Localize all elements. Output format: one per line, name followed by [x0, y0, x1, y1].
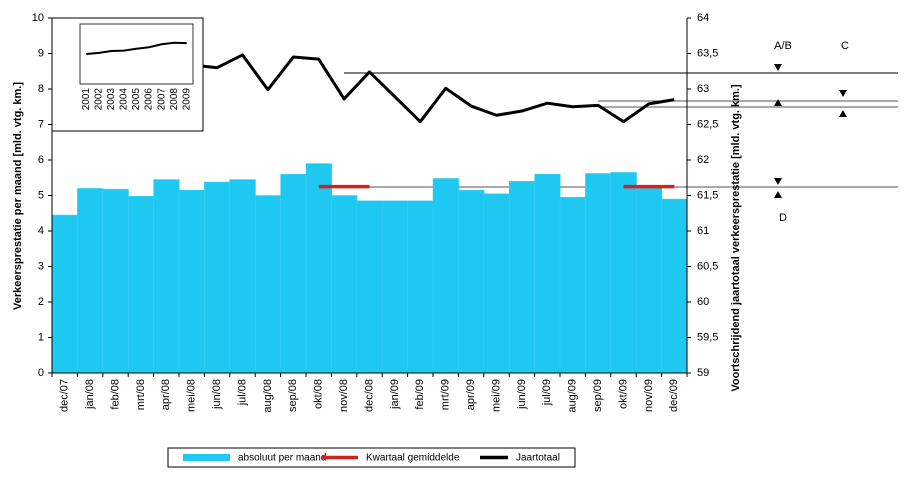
bar [229, 179, 256, 374]
bar [559, 197, 586, 374]
y-tick-label: 8 [38, 83, 44, 95]
y-tick-label: 3 [38, 260, 44, 272]
annotation: C [841, 40, 849, 52]
legend-label: Kwartaal gemiddelde [366, 453, 460, 464]
y2-tick-label: 60 [697, 296, 709, 308]
y2-tick-label: 61,5 [697, 189, 718, 201]
y2-tick-label: 62 [697, 154, 709, 166]
y2-tick-label: 62,5 [697, 118, 718, 130]
y2-tick-label: 63 [697, 83, 709, 95]
y-tick-label: 1 [38, 331, 44, 343]
inset-x-label: 2001 [81, 88, 92, 111]
bar [280, 173, 307, 374]
x-tick-label: jul/08 [236, 379, 248, 406]
y2-tick-label: 59,5 [697, 331, 718, 343]
y2-tick-label: 64 [697, 12, 709, 24]
bar [305, 163, 332, 374]
x-tick-label: dec/07 [59, 379, 71, 412]
y2-tick-label: 63,5 [697, 47, 718, 59]
bar [635, 186, 663, 374]
inset-line [86, 41, 187, 55]
bar [483, 193, 510, 374]
y2-tick-label: 61 [697, 225, 709, 237]
x-tick-label: sep/08 [287, 379, 299, 412]
inset-x-label: 2003 [106, 88, 117, 111]
inset-frame [51, 17, 204, 132]
bar [254, 195, 282, 374]
bar [102, 188, 129, 374]
bar [127, 195, 155, 374]
y-tick-label: 5 [38, 189, 44, 201]
bar [331, 195, 358, 374]
inset-x-label: 2004 [119, 88, 130, 111]
inset-x-label: 2005 [131, 88, 142, 111]
x-tick-label: mrt/09 [440, 379, 452, 410]
y-axis-label: Verkeersprestatie per maand [mld. vtg. k… [12, 82, 24, 310]
bar [381, 200, 409, 374]
x-tick-label: dec/09 [668, 379, 680, 412]
y-tick-label: 6 [38, 154, 44, 166]
bar [508, 181, 536, 374]
bar [432, 178, 459, 374]
x-tick-label: feb/08 [109, 379, 121, 410]
x-tick-label: mei/08 [186, 379, 198, 412]
x-tick-label: jun/08 [211, 379, 223, 410]
x-tick-label: aug/08 [262, 379, 274, 413]
annotation: D [779, 212, 787, 224]
legend-label: Jaartotaal [516, 453, 560, 464]
legend [167, 447, 576, 468]
legend-label: absoluut per maand [238, 453, 326, 464]
inset-x-label: 2002 [93, 88, 104, 111]
x-tick-label: aug/09 [567, 379, 579, 413]
bar [458, 189, 485, 374]
x-tick-label: jun/09 [516, 379, 528, 410]
y-tick-label: 9 [38, 47, 44, 59]
x-tick-label: feb/09 [414, 379, 426, 410]
x-tick-label: okt/09 [617, 379, 629, 409]
y-tick-label: 7 [38, 118, 44, 130]
inset-x-label: 2007 [156, 88, 167, 111]
x-tick-label: apr/09 [465, 379, 477, 410]
bar [77, 188, 104, 374]
bar [661, 198, 688, 374]
inset-plot [79, 23, 194, 85]
x-tick-label: nov/09 [643, 379, 655, 412]
inset-x-label: 2008 [169, 88, 180, 111]
bar [178, 189, 205, 374]
inset-x-label: 2006 [144, 88, 155, 111]
x-tick-label: dec/08 [363, 379, 375, 412]
x-tick-label: jul/09 [541, 379, 553, 406]
bar [153, 179, 180, 374]
annotation: A/B [774, 40, 792, 52]
x-tick-label: jan/08 [84, 379, 96, 410]
x-tick-label: okt/08 [313, 379, 325, 409]
bar [610, 172, 637, 374]
x-tick-label: jan/09 [389, 379, 401, 410]
bar [356, 200, 383, 374]
y2-tick-label: 60,5 [697, 260, 718, 272]
bar [51, 214, 78, 374]
y-tick-label: 4 [38, 225, 44, 237]
y-tick-label: 10 [32, 12, 44, 24]
y2-axis-label: Voortschrijdend jaartotaal verkeersprest… [730, 84, 742, 392]
y2-tick-label: 59 [697, 367, 709, 379]
bar [204, 181, 231, 374]
legend-swatch [183, 454, 230, 461]
x-tick-label: mrt/08 [135, 379, 147, 410]
inset-x-label: 2009 [181, 88, 192, 111]
x-tick-label: sep/09 [592, 379, 604, 412]
bar [585, 173, 612, 374]
x-tick-label: nov/08 [338, 379, 350, 412]
y-tick-label: 0 [38, 367, 44, 379]
x-tick-label: mei/09 [490, 379, 502, 412]
y-tick-label: 2 [38, 296, 44, 308]
bar [534, 173, 561, 374]
x-tick-label: apr/08 [160, 379, 172, 410]
bar [407, 200, 434, 374]
